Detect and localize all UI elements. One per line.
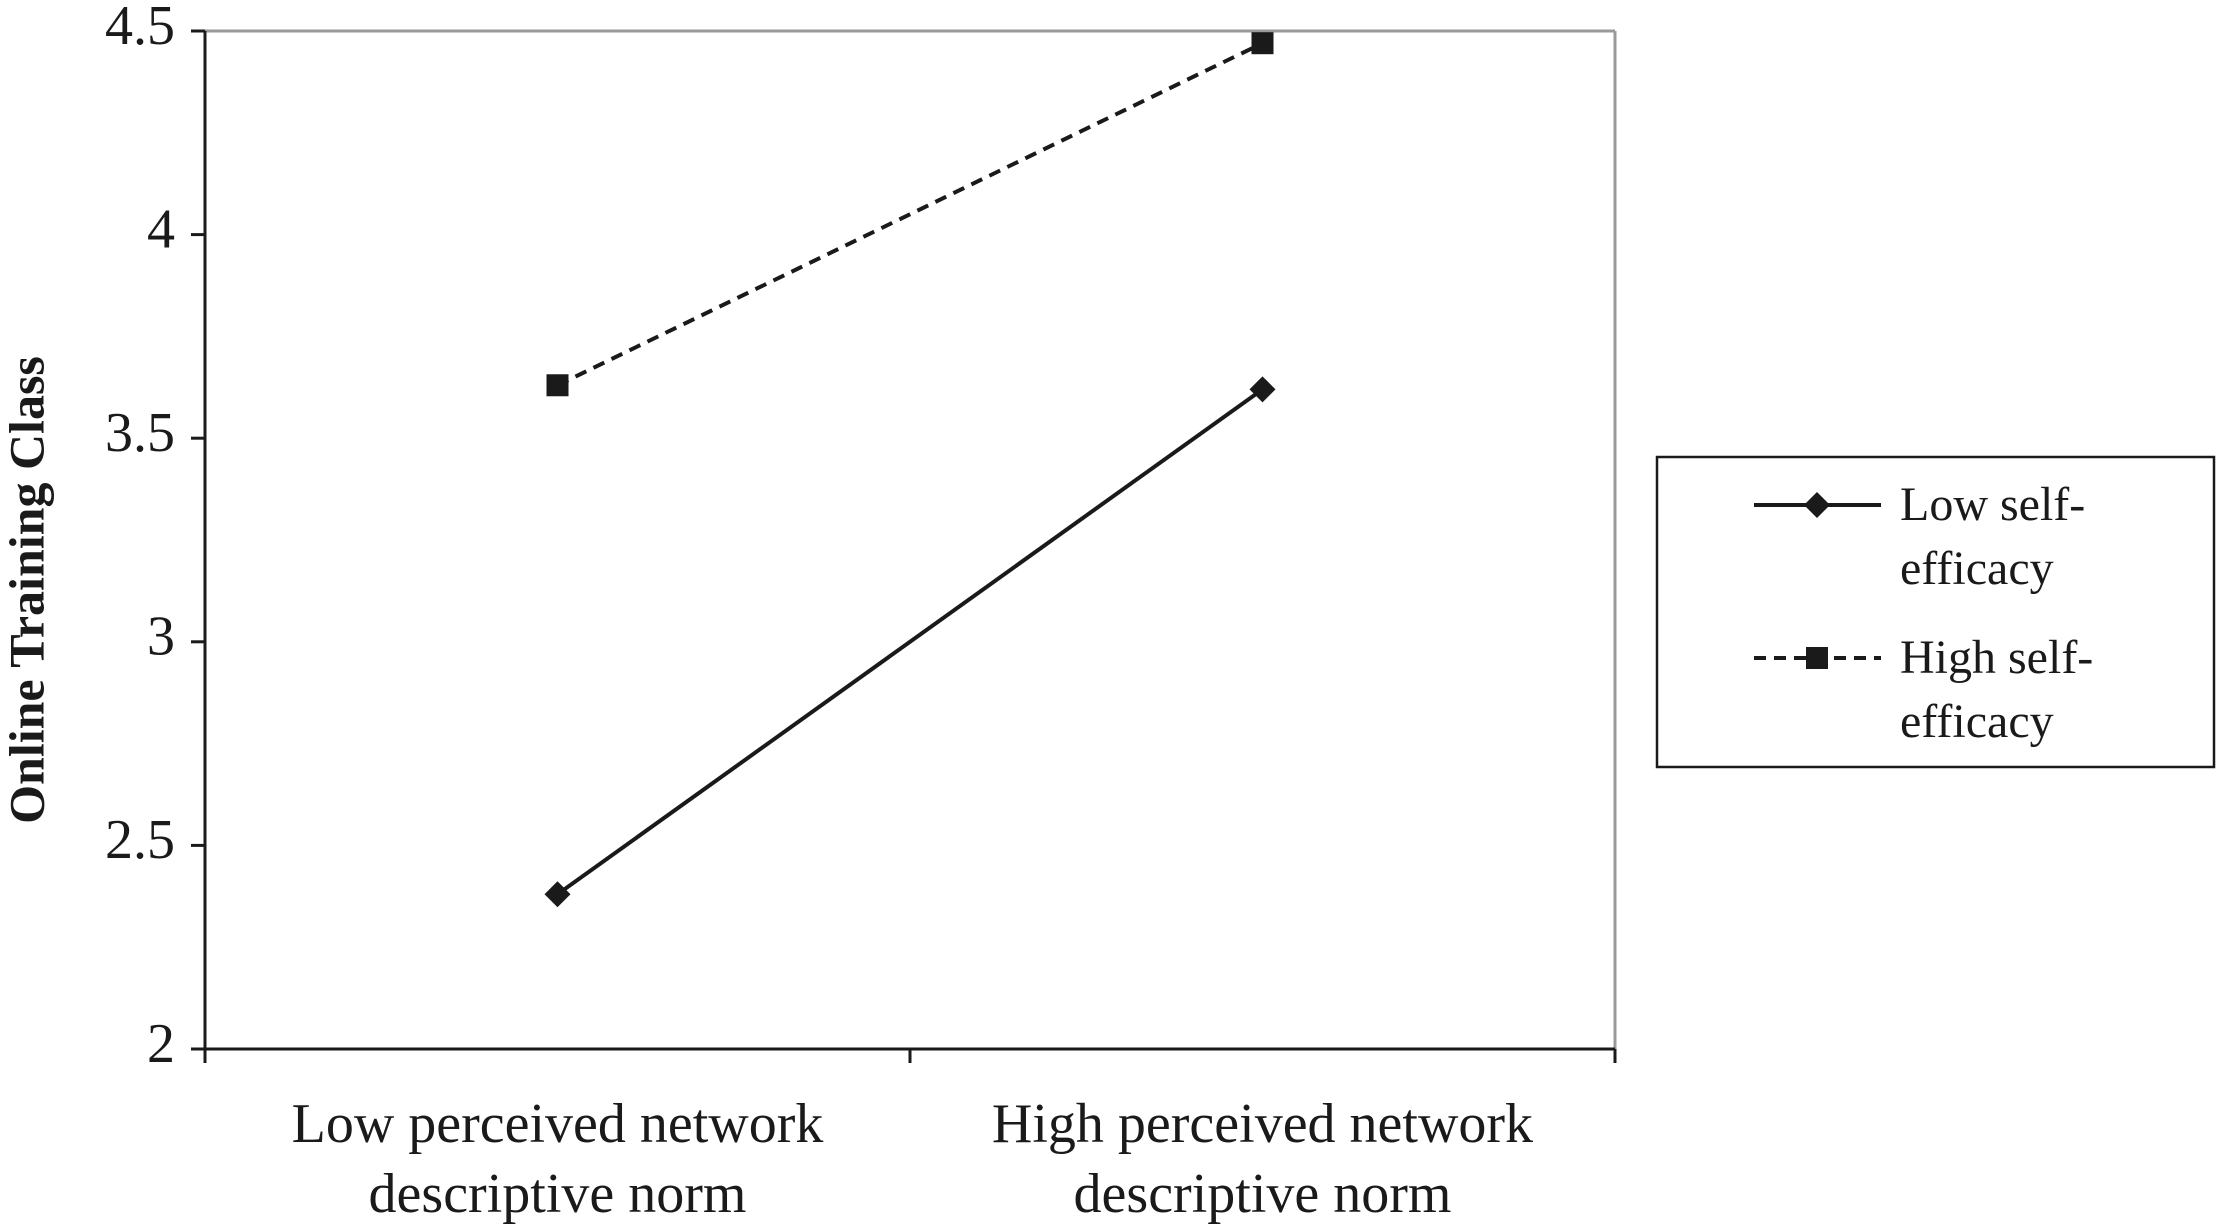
y-tick-label: 3.5 — [105, 402, 175, 464]
y-axis-title: Online Training Class — [0, 356, 54, 824]
marker — [546, 374, 569, 397]
series-line — [556, 41, 1264, 388]
x-tick-label: Low perceived network descriptive norm — [291, 1093, 824, 1225]
marker — [544, 881, 571, 908]
y-tick-label: 4 — [147, 198, 175, 260]
y-tick-label: 2 — [147, 1013, 175, 1075]
y-tick-label: 4.5 — [105, 0, 175, 57]
marker — [1249, 376, 1276, 403]
y-tick-label: 2.5 — [105, 809, 175, 871]
x-tick-label: High perceived network descriptive norm — [991, 1093, 1534, 1225]
y-tick-label: 3 — [147, 606, 175, 668]
marker — [1804, 492, 1830, 518]
legend-label: Low self-efficacy — [1900, 478, 2086, 595]
marker — [1806, 647, 1828, 669]
legend-box — [1655, 455, 2216, 769]
legend-label: High self-efficacy — [1900, 631, 2094, 748]
series-line — [556, 387, 1264, 896]
marker — [1251, 32, 1274, 55]
